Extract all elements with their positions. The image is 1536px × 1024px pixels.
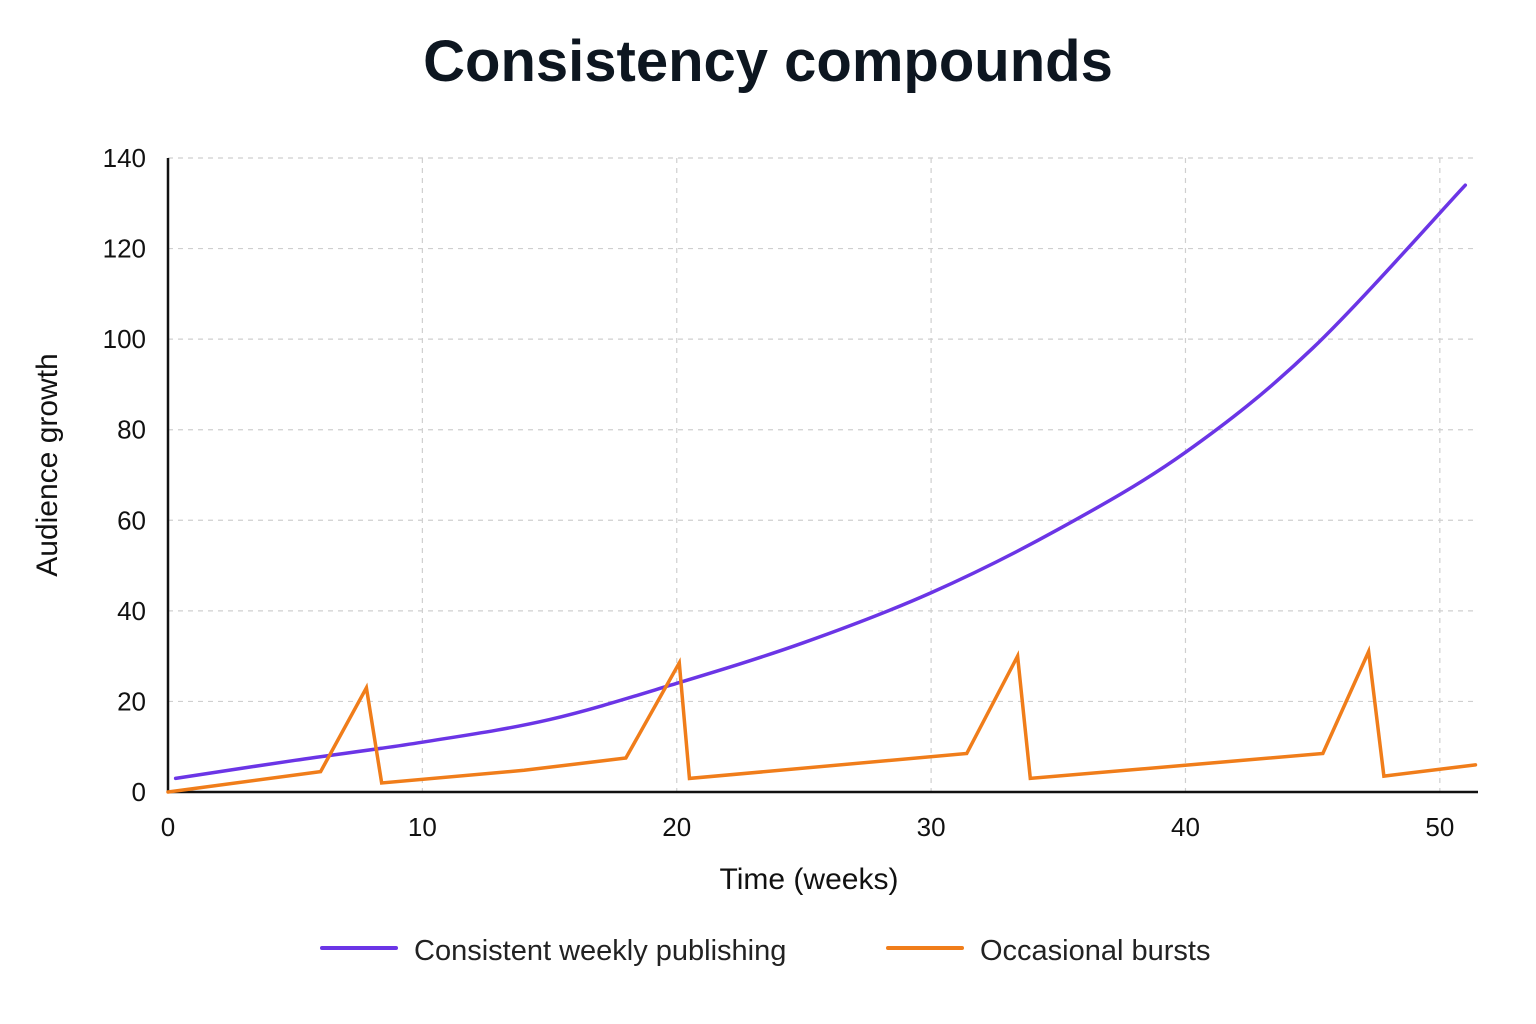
y-axis-label: Audience growth xyxy=(31,353,64,576)
series-line-consistent xyxy=(173,183,1468,781)
legend: Consistent weekly publishing Occasional … xyxy=(320,935,1211,967)
y-tick-label: 20 xyxy=(117,686,146,716)
y-tick-label: 0 xyxy=(132,777,146,807)
x-tick-labels: 0 10 20 30 40 50 xyxy=(161,812,1455,842)
y-tick-labels: 0 20 40 60 80 100 120 140 xyxy=(103,143,146,807)
x-axis-label: Time (weeks) xyxy=(720,863,899,896)
series-line-bursts xyxy=(166,645,1478,794)
legend-label-bursts: Occasional bursts xyxy=(980,935,1211,967)
grid xyxy=(168,157,1478,792)
x-tick-label: 0 xyxy=(161,812,175,842)
y-tick-label: 80 xyxy=(117,415,146,445)
y-tick-label: 120 xyxy=(103,234,146,264)
chart-title: Consistency compounds xyxy=(423,29,1113,94)
series xyxy=(166,183,1478,794)
y-tick-label: 60 xyxy=(117,505,146,535)
x-tick-label: 10 xyxy=(408,812,437,842)
y-tick-label: 140 xyxy=(103,143,146,173)
legend-label-consistent: Consistent weekly publishing xyxy=(414,935,786,967)
x-tick-label: 20 xyxy=(662,812,691,842)
x-tick-label: 50 xyxy=(1425,812,1454,842)
y-tick-label: 40 xyxy=(117,596,146,626)
axes xyxy=(166,158,1478,794)
y-tick-label: 100 xyxy=(103,324,146,354)
x-tick-label: 40 xyxy=(1171,812,1200,842)
x-tick-label: 30 xyxy=(917,812,946,842)
